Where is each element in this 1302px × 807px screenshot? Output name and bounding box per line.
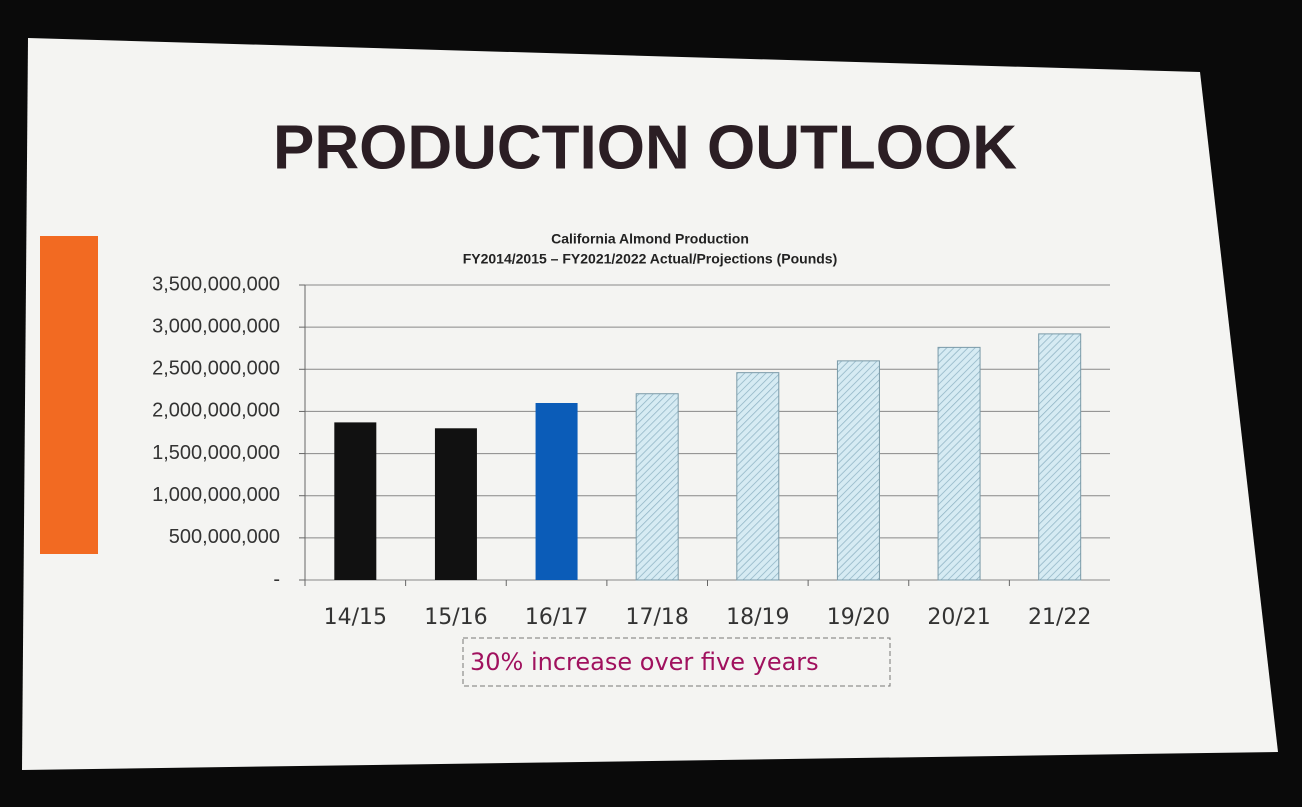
x-tick-label: 14/15 bbox=[324, 605, 387, 630]
bar bbox=[334, 422, 376, 580]
y-tick-label: 2,000,000,000 bbox=[152, 400, 280, 422]
chart-subtitle: FY2014/2015 – FY2021/2022 Actual/Project… bbox=[463, 251, 838, 267]
x-tick-label: 18/19 bbox=[726, 605, 789, 630]
x-tick-label: 16/17 bbox=[525, 605, 588, 630]
y-tick-label: 500,000,000 bbox=[169, 526, 280, 548]
chart-title: California Almond Production bbox=[551, 231, 749, 247]
bar bbox=[1039, 334, 1081, 580]
x-tick-label: 21/22 bbox=[1028, 605, 1091, 630]
annotation: 30% increase over five years bbox=[470, 648, 819, 676]
y-tick-label: 3,000,000,000 bbox=[152, 315, 280, 337]
x-tick-label: 15/16 bbox=[424, 605, 487, 630]
bar bbox=[938, 347, 980, 580]
bar bbox=[737, 373, 779, 580]
slide-title: PRODUCTION OUTLOOK bbox=[273, 113, 1017, 182]
bar bbox=[636, 394, 678, 580]
x-tick-label: 20/21 bbox=[927, 605, 990, 630]
bar bbox=[837, 361, 879, 580]
y-tick-label: 1,500,000,000 bbox=[152, 442, 280, 464]
x-tick-label: 19/20 bbox=[827, 605, 890, 630]
y-tick-label: 1,000,000,000 bbox=[152, 484, 280, 506]
y-tick-label: 3,500,000,000 bbox=[152, 273, 280, 295]
y-tick-label: - bbox=[273, 568, 280, 590]
bar bbox=[435, 428, 477, 580]
bar bbox=[536, 403, 578, 580]
x-tick-label: 17/18 bbox=[625, 605, 688, 630]
orange-accent bbox=[40, 236, 98, 554]
page: PRODUCTION OUTLOOK California Almond Pro… bbox=[0, 0, 1302, 807]
chart: PRODUCTION OUTLOOK California Almond Pro… bbox=[0, 0, 1302, 807]
y-tick-label: 2,500,000,000 bbox=[152, 358, 280, 380]
